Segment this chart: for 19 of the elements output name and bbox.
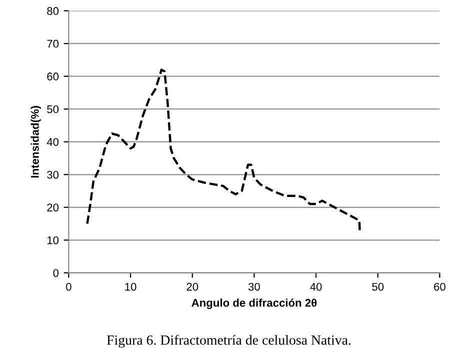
y-tick-label: 20 xyxy=(47,204,59,212)
y-tick-label: 60 xyxy=(47,72,59,80)
text: Figura 6. Difractometría de celulosa Nativa. xyxy=(106,334,351,348)
x-tick-label: 20 xyxy=(186,282,198,291)
x-tick-label: 60 xyxy=(434,282,446,291)
x-tick-label: 10 xyxy=(125,282,136,291)
y-tick-label: 0 xyxy=(53,269,59,277)
x-tick-label: 30 xyxy=(248,282,260,291)
y-tick-label: 10 xyxy=(47,236,59,244)
y-tick-label: 40 xyxy=(46,138,59,146)
y-tick-label: 50 xyxy=(47,105,59,114)
x-tick-label: 50 xyxy=(372,282,384,291)
y-tick-label: 70 xyxy=(47,40,59,48)
x-tick-label: 0 xyxy=(66,282,72,291)
x-axis-title: Angulo de difracción 2θ xyxy=(192,298,317,309)
y-axis-title: Intensidad(%) xyxy=(30,106,42,178)
y-tick-label: 30 xyxy=(47,170,59,179)
y-tick-label: 80 xyxy=(47,7,59,15)
x-tick-label: 40 xyxy=(310,282,322,291)
